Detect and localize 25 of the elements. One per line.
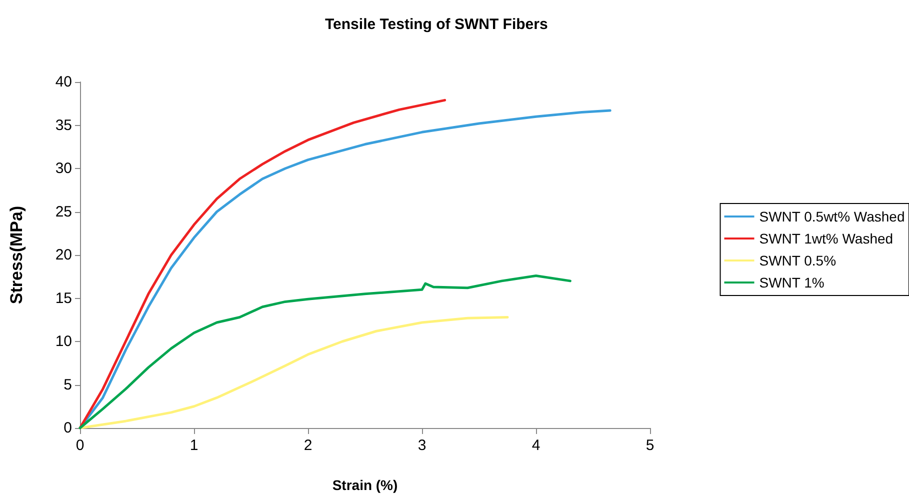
y-tick-label: 25 — [55, 203, 72, 220]
x-tick-label: 5 — [646, 437, 654, 454]
y-tick-label: 0 — [64, 420, 72, 436]
legend-label: SWNT 0.5wt% Washed — [759, 208, 905, 224]
y-tick-label: 15 — [55, 290, 72, 307]
y-tick-label: 40 — [55, 74, 72, 90]
y-tick-label: 5 — [64, 376, 72, 394]
chart-title: Tensile Testing of SWNT Fibers — [325, 16, 548, 33]
y-axis-title: Stress(MPa) — [7, 206, 26, 304]
y-tick-label: 35 — [55, 116, 72, 134]
legend-label: SWNT 1% — [759, 274, 824, 290]
x-tick-label: 0 — [76, 437, 84, 454]
x-tick-label: 3 — [418, 437, 426, 454]
legend-label: SWNT 0.5% — [759, 252, 836, 268]
line-series — [78, 274, 572, 430]
line-series — [78, 98, 446, 430]
y-tick-label: 20 — [55, 246, 72, 264]
x-tick-label: 4 — [532, 437, 540, 454]
legend-label: SWNT 1wt% Washed — [759, 230, 894, 246]
y-tick-label: 30 — [55, 160, 72, 177]
line-series — [78, 316, 509, 430]
x-tick-label: 2 — [304, 437, 312, 454]
x-tick-label: 1 — [190, 437, 198, 454]
x-axis-title: Strain (%) — [332, 477, 398, 493]
y-tick-label: 10 — [55, 333, 72, 350]
